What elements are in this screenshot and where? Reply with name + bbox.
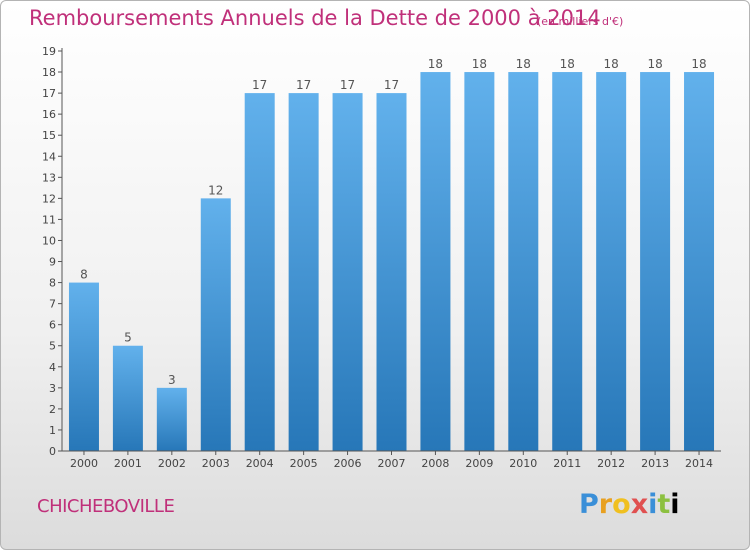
x-tick-label: 2001 (114, 457, 142, 470)
y-tick-label: 5 (49, 340, 56, 353)
bar-value-label: 17 (384, 78, 399, 92)
bar-value-label: 17 (296, 78, 311, 92)
y-tick-label: 0 (49, 445, 56, 458)
logo-letter: i (648, 489, 658, 520)
x-tick-label: 2008 (421, 457, 449, 470)
y-tick-label: 14 (42, 150, 56, 163)
bar (376, 93, 407, 452)
y-tick-label: 17 (42, 87, 56, 100)
x-tick-label: 2003 (202, 457, 230, 470)
bars: 8 5 3 12 17 17 17 17 18 18 18 18 18 18 18 (68, 57, 715, 452)
bar-value-label: 18 (647, 57, 662, 71)
bar (464, 72, 495, 451)
bar (112, 345, 143, 451)
x-tick-label: 2007 (378, 457, 406, 470)
y-tick-label: 7 (49, 298, 56, 311)
bar-value-label: 18 (428, 57, 443, 71)
y-tick-label: 8 (49, 277, 56, 290)
bar-value-label: 12 (208, 183, 223, 197)
bar-value-label: 8 (80, 268, 88, 282)
unit-note: (en milliers d'€) (537, 15, 624, 28)
bar (288, 93, 319, 452)
logo-letter: i (670, 489, 680, 520)
bar (200, 198, 231, 451)
bar (552, 72, 583, 451)
x-tick-label: 2013 (641, 457, 669, 470)
bar (420, 72, 451, 451)
chart-title: Remboursements Annuels de la Dette de 20… (29, 6, 601, 30)
x-tick-label: 2000 (70, 457, 98, 470)
y-tick-label: 2 (49, 403, 56, 416)
bar-value-label: 18 (691, 57, 706, 71)
y-tick-label: 18 (42, 66, 56, 79)
y-tick-label: 4 (49, 361, 56, 374)
x-tick-label: 2010 (509, 457, 537, 470)
y-tick-label: 12 (42, 192, 56, 205)
y-tick-label: 11 (42, 213, 56, 226)
x-tick-label: 2012 (597, 457, 625, 470)
bar (640, 72, 671, 451)
y-tick-label: 3 (49, 382, 56, 395)
place-name: CHICHEBOVILLE (37, 496, 175, 517)
proxiti-logo: Proxiti (579, 489, 680, 520)
x-tick-label: 2006 (334, 457, 362, 470)
x-tick-label: 2002 (158, 457, 186, 470)
y-tick-label: 15 (42, 129, 56, 142)
logo-letter: t (657, 489, 671, 520)
bar-value-label: 5 (124, 331, 132, 345)
bar (156, 387, 187, 451)
logo-letter: r (598, 489, 613, 520)
y-tick-label: 16 (42, 108, 56, 121)
y-tick-label: 9 (49, 256, 56, 269)
bar (244, 93, 275, 452)
logo-letter: o (612, 489, 631, 520)
bar-value-label: 17 (340, 78, 355, 92)
x-tick-label: 2009 (465, 457, 493, 470)
x-tick-label: 2004 (246, 457, 274, 470)
y-tick-label: 1 (49, 424, 56, 437)
x-tick-label: 2011 (553, 457, 581, 470)
logo-letter: P (579, 489, 599, 520)
bar-value-label: 18 (560, 57, 575, 71)
bar-value-label: 18 (516, 57, 531, 71)
x-tick-label: 2014 (685, 457, 713, 470)
y-tick-label: 10 (42, 234, 56, 247)
x-tick-label: 2005 (290, 457, 318, 470)
bar (596, 72, 627, 451)
y-tick-label: 19 (42, 45, 56, 58)
logo-letter: x (630, 489, 649, 520)
bar (508, 72, 539, 451)
bar-value-label: 18 (472, 57, 487, 71)
bar-value-label: 17 (252, 78, 267, 92)
bar (68, 282, 99, 451)
bar (684, 72, 715, 451)
bar (332, 93, 363, 452)
x-axis: 2000 2001 2002 2003 2004 2005 2006 2007 2008 2009… (62, 450, 721, 470)
y-tick-label: 13 (42, 171, 56, 184)
bar-value-label: 3 (168, 373, 176, 387)
y-tick-label: 6 (49, 319, 56, 332)
bar-value-label: 18 (604, 57, 619, 71)
